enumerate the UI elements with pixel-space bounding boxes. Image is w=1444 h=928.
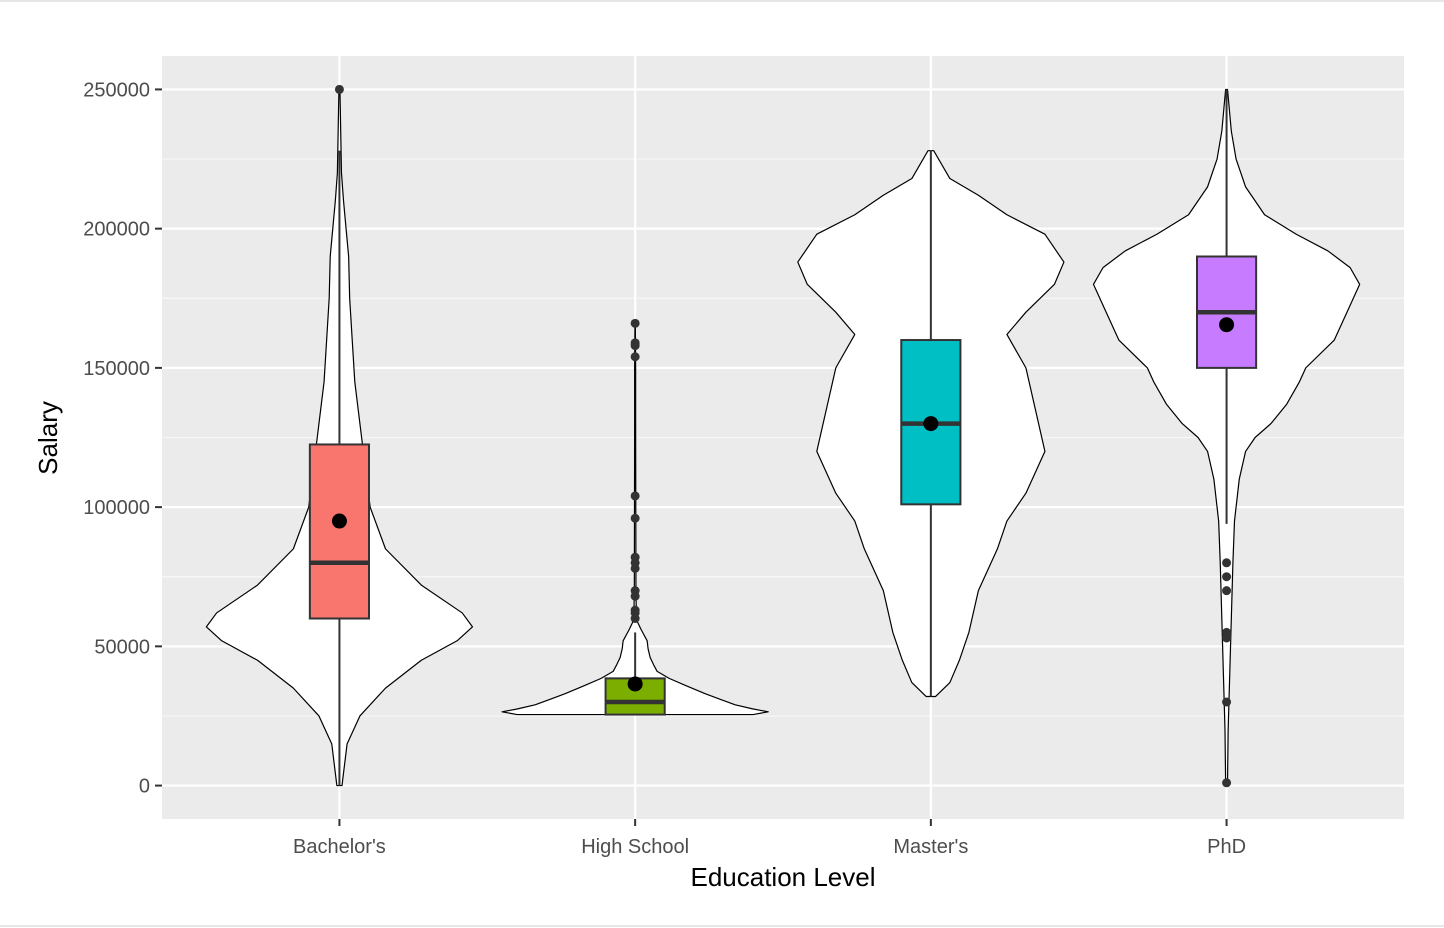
y-axis-title: Salary: [33, 401, 63, 475]
outlier-point: [630, 338, 640, 348]
y-tick-label: 200000: [83, 219, 150, 241]
boxplot-layer: [308, 89, 1258, 786]
x-tick-label: Master's: [893, 836, 968, 858]
mean-point: [627, 676, 643, 692]
x-axis-title: Education Level: [690, 862, 875, 892]
outlier-point: [630, 491, 640, 501]
y-tick-label: 0: [139, 776, 150, 798]
mean-point: [331, 513, 347, 529]
x-tick-label: High School: [581, 836, 689, 858]
outlier-point: [334, 84, 344, 94]
y-tick-label: 100000: [83, 497, 150, 519]
x-tick-label: PhD: [1207, 836, 1246, 858]
mean-point: [923, 416, 939, 432]
outlier-point: [1222, 558, 1232, 568]
outlier-point: [1222, 586, 1232, 596]
outlier-point: [1222, 697, 1232, 707]
outlier-point: [630, 605, 640, 615]
y-axis-ticks: 0 50000 100000 150000 200000 250000: [83, 79, 162, 798]
outlier-layer: [334, 84, 1232, 788]
outlier-point: [630, 318, 640, 328]
y-tick-label: 250000: [83, 79, 150, 101]
outlier-point: [1222, 778, 1232, 788]
x-tick-label: Bachelor's: [293, 836, 386, 858]
y-tick-label: 150000: [83, 358, 150, 380]
outlier-point: [1222, 627, 1232, 637]
box: [308, 443, 371, 620]
mean-point: [1219, 317, 1235, 333]
y-tick-label: 50000: [94, 636, 150, 658]
outlier-point: [630, 513, 640, 523]
x-axis-ticks: Bachelor's High School Master's PhD: [293, 819, 1246, 858]
outlier-point: [630, 586, 640, 596]
mean-point-layer: [331, 317, 1235, 692]
outlier-point: [630, 552, 640, 562]
outlier-point: [1222, 572, 1232, 582]
outlier-point: [630, 352, 640, 362]
